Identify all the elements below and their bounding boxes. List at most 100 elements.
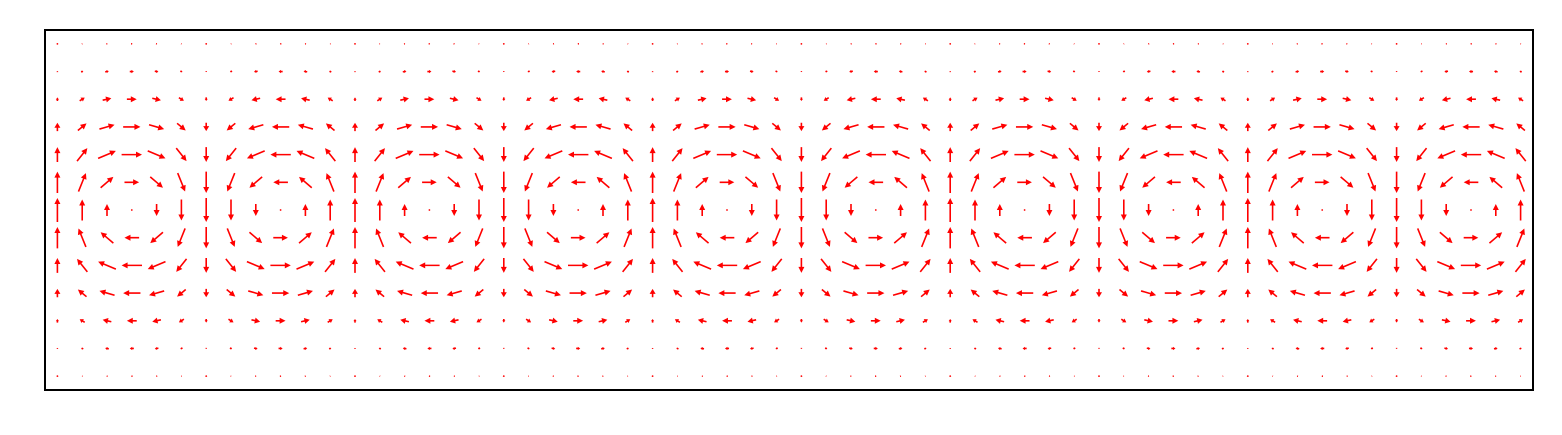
arrow (672, 123, 682, 132)
arrow (649, 198, 656, 222)
arrow (1197, 375, 1199, 378)
arrow (424, 96, 435, 103)
arrow (1048, 375, 1051, 377)
arrow (1460, 262, 1482, 269)
arrow (205, 347, 208, 350)
arrow (1047, 346, 1052, 350)
arrow (1370, 347, 1374, 350)
arrow (324, 258, 336, 273)
arrow (1139, 150, 1158, 159)
arrow (595, 289, 611, 297)
arrow (102, 96, 112, 103)
arrow (524, 172, 534, 192)
arrow (972, 319, 978, 324)
arrow (1270, 319, 1276, 324)
arrow (379, 375, 381, 378)
arrow (651, 97, 655, 102)
arrow (500, 288, 507, 298)
arrow (420, 123, 439, 130)
arrow (719, 234, 735, 241)
arrow (800, 347, 803, 350)
arrow (248, 231, 263, 244)
arrow (993, 232, 1007, 244)
arrow (716, 262, 738, 269)
arrow (701, 375, 703, 378)
arrow (229, 347, 233, 350)
arrow (1218, 123, 1228, 132)
arrow (1339, 123, 1355, 131)
arrow (453, 375, 455, 377)
arrow (593, 261, 612, 270)
arrow (1488, 289, 1504, 297)
arrow (693, 150, 712, 160)
arrow (77, 173, 87, 192)
arrow (446, 123, 462, 131)
arrow (1168, 96, 1179, 103)
arrow (1393, 147, 1400, 163)
arrow (1069, 172, 1079, 192)
arrow (823, 199, 830, 221)
arrow (1221, 347, 1225, 350)
arrow (1367, 172, 1377, 192)
arrow (649, 288, 656, 298)
arrow (1293, 318, 1302, 324)
arrow (673, 289, 683, 298)
arrow (920, 289, 930, 298)
arrow (1047, 69, 1052, 74)
arrow (395, 261, 414, 270)
arrow (1517, 199, 1524, 221)
arrow (1317, 317, 1328, 324)
arrow (1416, 288, 1426, 297)
arrow (525, 199, 532, 221)
arrow (622, 148, 634, 162)
arrow (891, 150, 910, 160)
arrow (1119, 228, 1129, 247)
arrow (375, 228, 385, 248)
arrow (695, 176, 709, 189)
arrow (1144, 96, 1154, 102)
arrow (1120, 318, 1127, 323)
arrow (526, 96, 532, 101)
arrow (970, 289, 980, 298)
arrow (651, 375, 654, 378)
arrow (1190, 123, 1206, 130)
arrow (1296, 375, 1299, 378)
arrow (124, 179, 140, 186)
arrow (677, 375, 679, 378)
arrow (821, 147, 832, 162)
arrow (130, 209, 133, 211)
arrow (569, 290, 587, 297)
arrow (325, 123, 336, 132)
arrow (718, 123, 736, 130)
arrow (775, 347, 779, 350)
arrow (972, 97, 978, 102)
arrow (178, 199, 185, 221)
arrow (843, 123, 859, 131)
arrow (990, 150, 1009, 160)
arrow (419, 262, 440, 269)
arrow (676, 43, 678, 45)
arrow (601, 346, 605, 351)
arrow (849, 346, 853, 350)
arrow (899, 375, 902, 378)
arrow (374, 148, 385, 162)
arrow (1418, 199, 1425, 221)
arrow (528, 42, 530, 45)
arrow (226, 122, 236, 131)
arrow (428, 209, 431, 211)
arrow (327, 319, 333, 324)
arrow (1441, 96, 1451, 102)
arrow (97, 150, 116, 160)
arrow (974, 375, 976, 378)
arrow (376, 199, 383, 221)
arrow (974, 43, 976, 45)
arrow (1017, 234, 1032, 241)
arrow (1069, 258, 1080, 272)
arrow (1340, 231, 1354, 244)
arrow (751, 42, 753, 45)
arrow (973, 347, 977, 350)
arrow (79, 319, 86, 324)
arrow (176, 172, 186, 192)
arrow (253, 69, 258, 74)
arrow (649, 171, 656, 193)
